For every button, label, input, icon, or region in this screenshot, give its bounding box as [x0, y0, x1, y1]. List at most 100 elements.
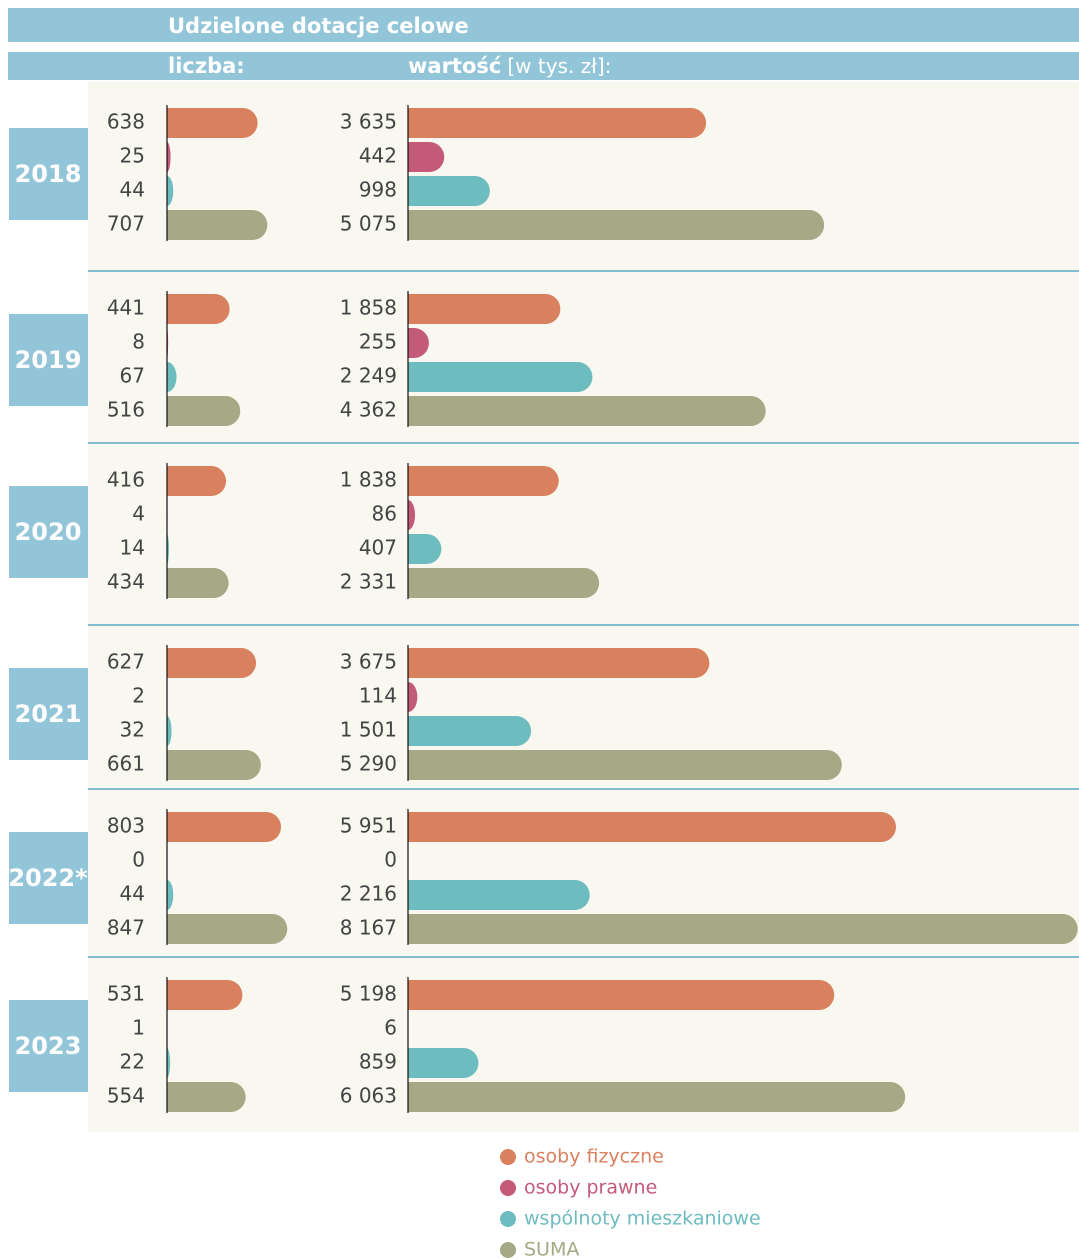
bar: [408, 396, 766, 426]
legend-marker: [500, 1149, 516, 1165]
bar: [167, 568, 229, 598]
bar: [408, 980, 835, 1010]
legend-marker: [500, 1180, 516, 1196]
bar: [408, 142, 445, 172]
value-label: 2 216: [340, 882, 397, 906]
count-heading: liczba:: [168, 54, 245, 78]
year-label: 2018: [15, 160, 82, 188]
value-label: 2 249: [340, 364, 397, 388]
value-label: 859: [359, 1050, 397, 1074]
value-label: 6: [384, 1016, 397, 1040]
count-label: 627: [107, 650, 145, 674]
year-label: 2023: [15, 1032, 82, 1060]
value-label: 5 075: [340, 212, 397, 236]
bar: [408, 716, 532, 746]
bar: [408, 294, 561, 324]
value-label: 6 063: [340, 1084, 397, 1108]
count-label: 434: [107, 570, 145, 594]
year-box: [9, 668, 88, 760]
value-label: 4 362: [340, 398, 397, 422]
bar: [408, 914, 1078, 944]
bar: [167, 914, 288, 944]
bar: [408, 568, 600, 598]
bar: [167, 880, 174, 910]
year-label: 2020: [15, 518, 82, 546]
title-band: [8, 8, 1079, 42]
value-label: 0: [384, 848, 397, 872]
bar: [167, 294, 230, 324]
bar: [167, 176, 174, 206]
bar: [167, 1082, 246, 1112]
value-label: 1 838: [340, 468, 397, 492]
bar: [408, 648, 710, 678]
value-label: 998: [359, 178, 397, 202]
count-label: 8: [132, 330, 145, 354]
count-label: 32: [120, 718, 145, 742]
legend-marker: [500, 1211, 516, 1227]
value-label: 5 951: [340, 814, 397, 838]
count-label: 0: [132, 848, 145, 872]
bar: [167, 648, 257, 678]
bar: [408, 1048, 479, 1078]
count-label: 554: [107, 1084, 145, 1108]
value-label: 255: [359, 330, 397, 354]
count-label: 661: [107, 752, 145, 776]
bar: [167, 716, 172, 746]
year-label: 2021: [15, 700, 82, 728]
value-label: 114: [359, 684, 397, 708]
legend-label: osoby prawne: [524, 1177, 657, 1199]
bar: [408, 880, 590, 910]
count-label: 2: [132, 684, 145, 708]
count-label: 707: [107, 212, 145, 236]
count-label: 44: [120, 882, 145, 906]
bar: [408, 466, 559, 496]
bar: [167, 750, 261, 780]
value-label: 5 290: [340, 752, 397, 776]
count-label: 22: [120, 1050, 145, 1074]
value-label: 5 198: [340, 982, 397, 1006]
count-label: 14: [120, 536, 145, 560]
year-box: [9, 486, 88, 578]
bar: [408, 210, 825, 240]
count-label: 67: [120, 364, 145, 388]
bar: [167, 466, 227, 496]
bar: [167, 812, 282, 842]
bar: [167, 108, 258, 138]
bar: [167, 1048, 171, 1078]
count-label: 803: [107, 814, 145, 838]
value-heading: wartość [w tys. zł]:: [408, 54, 611, 79]
year-label: 2019: [15, 346, 82, 374]
count-label: 847: [107, 916, 145, 940]
heading-band: [8, 52, 1079, 80]
bar: [408, 812, 896, 842]
bar: [167, 142, 171, 172]
bar: [408, 534, 442, 564]
bar: [167, 396, 241, 426]
legend-label: osoby fizyczne: [524, 1146, 664, 1168]
bar: [408, 1082, 906, 1112]
legend-marker: [500, 1242, 516, 1258]
value-unit: [w tys. zł]:: [507, 54, 611, 78]
count-label: 638: [107, 110, 145, 134]
bar: [408, 362, 593, 392]
legend-label: SUMA: [524, 1239, 579, 1260]
year-box: [9, 1000, 88, 1092]
value-label: 2 331: [340, 570, 397, 594]
count-label: 44: [120, 178, 145, 202]
value-label: 407: [359, 536, 397, 560]
bar: [408, 176, 490, 206]
count-label: 416: [107, 468, 145, 492]
value-label: 442: [359, 144, 397, 168]
count-label: 531: [107, 982, 145, 1006]
value-label: 1 858: [340, 296, 397, 320]
value-label: 8 167: [340, 916, 397, 940]
bar: [408, 328, 429, 358]
year-label: 2022*: [8, 864, 88, 892]
count-label: 516: [107, 398, 145, 422]
value-label: 86: [372, 502, 397, 526]
value-label: 3 675: [340, 650, 397, 674]
year-box: [9, 314, 88, 406]
count-label: 441: [107, 296, 145, 320]
legend-label: wspólnoty mieszkaniowe: [524, 1208, 761, 1230]
chart-title: Udzielone dotacje celowe: [168, 14, 469, 38]
